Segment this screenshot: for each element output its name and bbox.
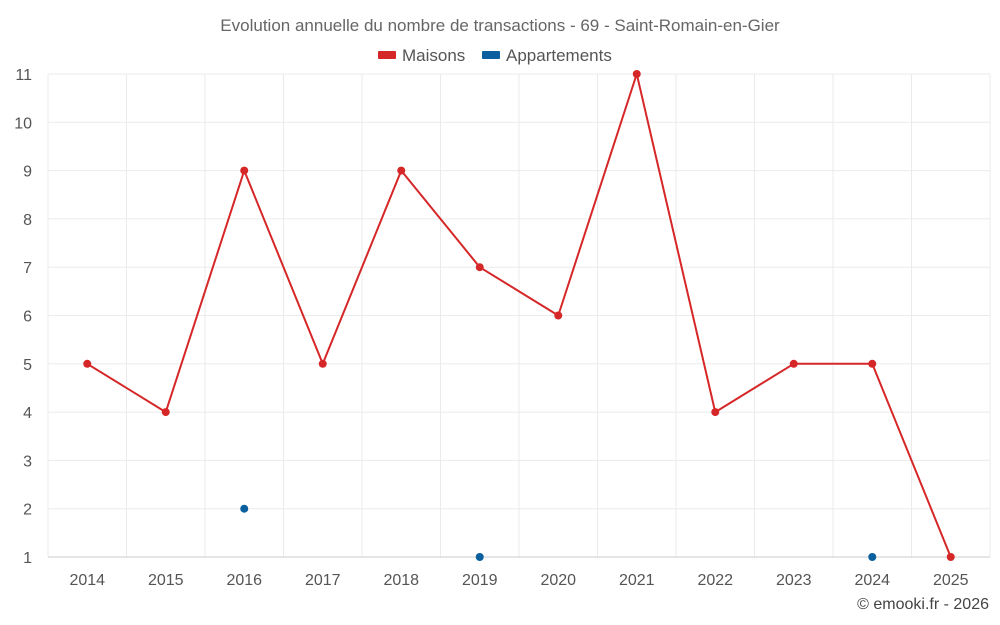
data-point-maisons[interactable] [240,166,249,175]
data-point-maisons[interactable] [632,70,641,78]
y-tick-label: 7 [23,260,32,277]
credit-text: © emooki.fr - 2026 [857,596,989,613]
y-tick-label: 2 [23,502,32,519]
data-point-appartements[interactable] [240,504,249,513]
x-tick-label: 2015 [148,572,184,589]
x-tick-label: 2022 [697,572,733,589]
x-tick-label: 2021 [619,572,655,589]
series-maisons [83,70,955,561]
legend-item-appartements[interactable]: Appartements [482,46,612,65]
data-point-maisons[interactable] [161,408,170,417]
x-tick-label: 2014 [69,572,105,589]
legend-swatch-maisons [378,51,396,59]
data-point-maisons[interactable] [868,359,877,368]
grid [47,73,991,557]
series [83,70,955,561]
y-tick-label: 8 [23,212,32,229]
y-axis-ticks: 1 2 3 4 5 6 7 8 9 10 11 [14,67,32,567]
y-tick-label: 1 [23,550,32,567]
x-tick-label: 2019 [462,572,498,589]
y-tick-label: 5 [23,357,32,374]
y-tick-label: 3 [23,453,32,470]
legend-label-maisons: Maisons [402,46,465,65]
x-tick-label: 2024 [854,572,890,589]
x-tick-label: 2018 [383,572,419,589]
legend-swatch-appartements [482,51,500,59]
y-tick-label: 9 [23,164,32,181]
data-point-maisons[interactable] [554,311,563,320]
data-point-maisons[interactable] [475,263,484,272]
y-tick-label: 6 [23,309,32,326]
x-tick-label: 2017 [305,572,341,589]
x-tick-label: 2025 [933,572,969,589]
x-tick-label: 2023 [776,572,812,589]
legend: Maisons Appartements [378,46,612,65]
data-point-maisons[interactable] [318,359,327,368]
data-point-maisons[interactable] [789,359,798,368]
y-tick-label: 10 [14,115,32,132]
data-point-appartements[interactable] [475,553,484,561]
x-axis-ticks: 2014 2015 2016 2017 2018 2019 2020 2021 2022 2023… [69,572,968,589]
legend-item-maisons[interactable]: Maisons [378,46,465,65]
data-point-appartements[interactable] [868,553,877,561]
series-line-maisons [86,73,952,558]
x-tick-label: 2016 [226,572,262,589]
data-point-maisons[interactable] [711,408,720,417]
y-tick-label: 4 [23,405,32,422]
legend-label-appartements: Appartements [506,46,612,65]
data-point-maisons[interactable] [83,359,92,368]
data-point-maisons[interactable] [946,553,955,561]
chart-title: Evolution annuelle du nombre de transact… [220,16,780,35]
series-appartements [240,504,877,561]
x-tick-label: 2020 [540,572,576,589]
data-point-maisons[interactable] [397,166,406,175]
y-tick-label: 11 [15,67,32,84]
